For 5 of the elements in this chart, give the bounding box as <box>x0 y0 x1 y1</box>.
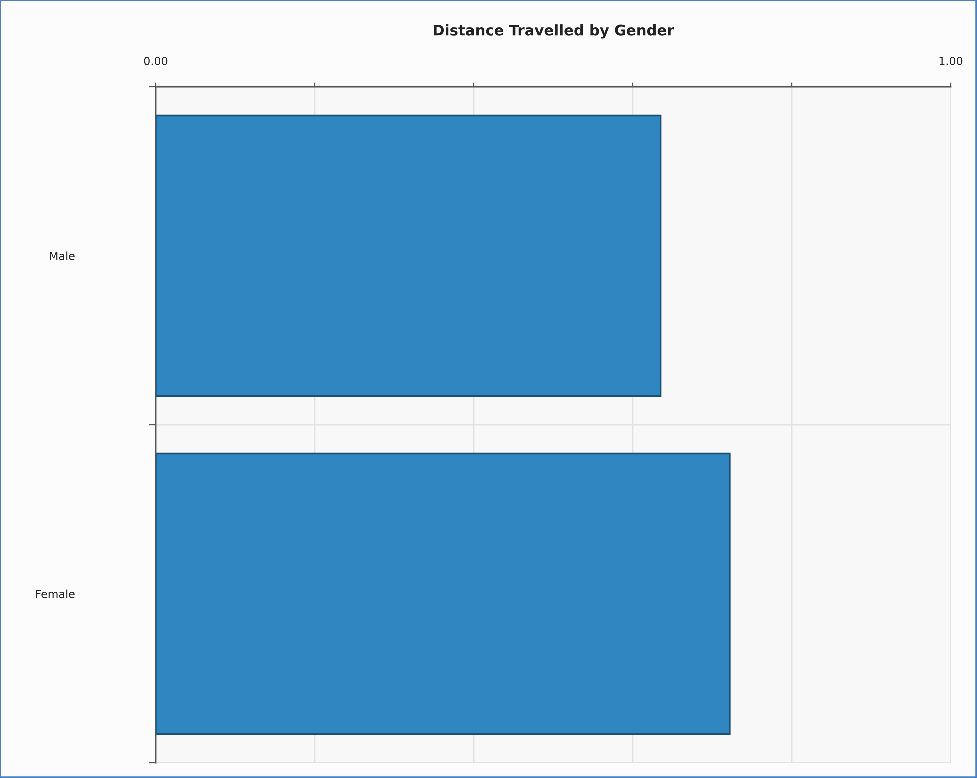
y-tick-label: Male <box>50 252 75 260</box>
y-tick-label: Female <box>36 590 75 598</box>
x-tick-label: 0.00 <box>144 57 168 66</box>
x-tick-label: 1.00 <box>940 57 963 66</box>
chart-title: Distance Travelled by Gender <box>434 24 674 39</box>
